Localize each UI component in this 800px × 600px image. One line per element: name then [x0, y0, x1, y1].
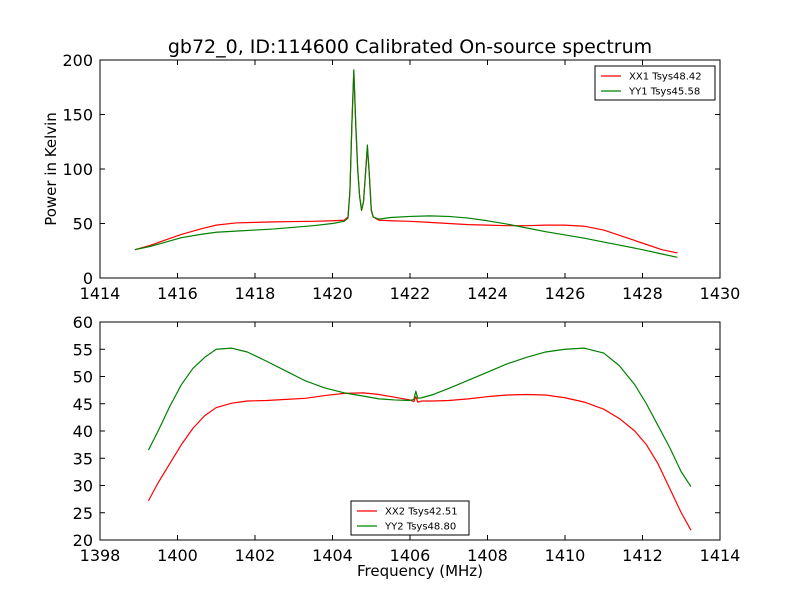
- y-tick-label: 20: [73, 531, 93, 550]
- x-tick-label: 1424: [467, 284, 508, 303]
- legend-entry-label: YY1 Tsys45.58: [628, 87, 700, 98]
- y-tick-label: 40: [73, 422, 93, 441]
- legend-entry-label: YY2 Tsys48.80: [384, 522, 456, 533]
- legend-box: [350, 500, 470, 536]
- x-tick-label: 1414: [700, 546, 741, 565]
- x-tick-label: 1412: [622, 546, 663, 565]
- y-tick-label: 30: [73, 477, 93, 496]
- bottom-spectrum-panel: 1398 1400 1402 1404 1406 1408 1410 1412 1414 20 25…: [73, 313, 741, 580]
- y-tick-label: 55: [73, 340, 93, 359]
- x-tick-label: 1400: [157, 546, 198, 565]
- y-tick-label: 150: [62, 106, 93, 125]
- x-tick-label: 1416: [157, 284, 198, 303]
- legend-entry-label: XX2 Tsys42.51: [385, 507, 458, 518]
- series-line-yy1: [134, 69, 678, 258]
- y-tick-label: 45: [73, 395, 93, 414]
- y-tick-label: 50: [73, 215, 93, 234]
- series-line-xx2: [147, 392, 692, 531]
- y-axis-label: Power in Kelvin: [42, 112, 60, 226]
- x-tick-label: 1404: [312, 546, 353, 565]
- x-tick-label: 1406: [390, 546, 431, 565]
- x-tick-label: 1420: [312, 284, 353, 303]
- y-tick-label: 35: [73, 449, 93, 468]
- y-tick-label: 60: [73, 313, 93, 332]
- x-tick-label: 1410: [545, 546, 586, 565]
- x-tick-label: 1398: [80, 546, 121, 565]
- x-tick-label: 1414: [80, 284, 121, 303]
- x-tick-label: 1426: [545, 284, 586, 303]
- x-axis-label: Frequency (MHz): [357, 562, 483, 580]
- x-tick-label: 1418: [235, 284, 276, 303]
- y-tick-label: 100: [62, 160, 93, 179]
- y-tick-label: 0: [83, 269, 93, 288]
- x-tick-label: 1422: [390, 284, 431, 303]
- x-tick-label: 1428: [622, 284, 663, 303]
- legend: XX2 Tsys42.51 YY2 Tsys48.80: [350, 500, 470, 536]
- figure-title: gb72_0, ID:114600 Calibrated On-source s…: [168, 36, 652, 58]
- x-tick-label: 1402: [235, 546, 276, 565]
- x-tick-label: 1430: [700, 284, 741, 303]
- series-line-yy2: [147, 347, 692, 487]
- top-spectrum-panel: 1414 1416 1418 1420 1422 1424 1426 1428 1430 0 50 1…: [42, 51, 740, 303]
- y-tick-label: 200: [62, 51, 93, 70]
- legend-entry-label: XX1 Tsys48.42: [629, 72, 702, 83]
- y-tick-label: 50: [73, 368, 93, 387]
- legend-box: [594, 65, 716, 101]
- y-tick-label: 25: [73, 504, 93, 523]
- x-tick-label: 1408: [467, 546, 508, 565]
- legend: XX1 Tsys48.42 YY1 Tsys45.58: [594, 65, 716, 101]
